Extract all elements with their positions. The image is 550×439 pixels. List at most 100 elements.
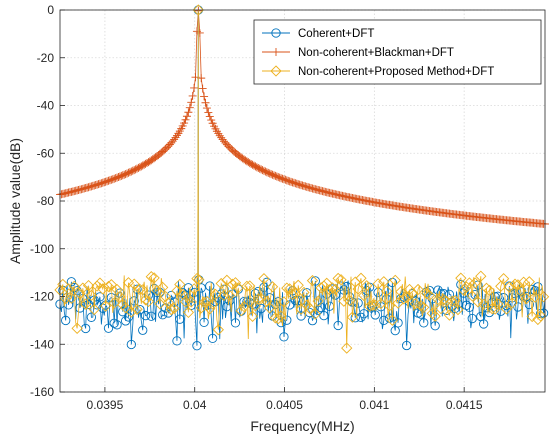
data-point (201, 98, 210, 107)
x-tick-label: 0.041 (359, 398, 389, 412)
data-point (501, 300, 512, 311)
data-point (183, 283, 194, 293)
data-point (338, 295, 350, 307)
data-point (166, 290, 176, 301)
data-point (500, 303, 513, 315)
data-point (195, 302, 207, 314)
data-point (443, 309, 456, 321)
data-point (105, 279, 117, 291)
x-axis-label: Frequency(MHz) (250, 418, 354, 434)
data-point (412, 283, 424, 296)
data-point (464, 302, 475, 312)
data-point (472, 296, 484, 308)
data-point (359, 309, 369, 319)
y-tick-label: -100 (30, 242, 54, 256)
data-point (470, 290, 480, 300)
data-point (480, 282, 493, 294)
data-point (386, 314, 399, 326)
data-point (94, 277, 106, 289)
data-point (182, 112, 191, 121)
data-point (72, 286, 82, 296)
data-point (80, 298, 92, 310)
data-point (126, 339, 136, 350)
data-point (215, 277, 227, 290)
data-point (526, 310, 538, 323)
data-point (207, 116, 216, 125)
data-point (252, 293, 264, 305)
data-point (129, 296, 139, 306)
data-point (389, 274, 401, 287)
data-point (440, 295, 453, 307)
data-point (60, 292, 72, 305)
data-point (286, 288, 299, 301)
data-point (483, 284, 496, 297)
data-point (137, 284, 149, 296)
data-point (497, 273, 510, 285)
data-point (181, 115, 190, 124)
data-point (461, 300, 472, 310)
data-point (71, 322, 83, 334)
data-point (214, 129, 223, 138)
data-point (131, 303, 143, 315)
y-tick-label: -80 (37, 194, 55, 208)
data-point (152, 287, 162, 297)
data-point (190, 83, 199, 92)
data-point (419, 318, 429, 328)
data-point (466, 290, 478, 302)
data-point (309, 308, 321, 320)
data-point (275, 310, 287, 322)
data-point (358, 289, 370, 302)
data-point (329, 283, 341, 295)
series-1 (56, 6, 549, 229)
data-point (532, 313, 544, 326)
data-point (463, 277, 476, 289)
data-point (179, 296, 192, 308)
data-point (537, 291, 550, 303)
data-point (284, 283, 296, 295)
data-point (489, 303, 501, 315)
data-point (479, 319, 489, 329)
x-tick-label: 0.04 (183, 398, 207, 412)
data-point (343, 294, 356, 307)
data-point (378, 276, 390, 288)
data-point (438, 293, 450, 306)
data-point (355, 272, 367, 284)
data-point (204, 108, 213, 117)
data-point (103, 323, 114, 333)
data-point (495, 280, 507, 292)
y-tick-label: -40 (37, 99, 55, 113)
data-point (506, 297, 518, 309)
data-point (450, 303, 460, 313)
y-tick-label: -160 (30, 385, 54, 399)
data-point (363, 300, 376, 313)
data-point (393, 318, 403, 328)
data-point (138, 325, 148, 335)
data-point (292, 279, 304, 291)
data-point (109, 318, 119, 328)
data-point (171, 133, 180, 142)
legend-marker (271, 28, 281, 38)
data-point (188, 91, 197, 100)
data-point (460, 281, 473, 293)
data-point (140, 310, 151, 321)
data-point (172, 131, 181, 140)
data-point (323, 284, 336, 296)
data-point (191, 272, 203, 285)
data-point (139, 294, 152, 306)
data-point (529, 291, 541, 303)
data-point (175, 314, 185, 324)
data-point (346, 311, 359, 323)
data-point (135, 304, 145, 315)
data-point (195, 28, 204, 37)
data-point (108, 297, 120, 309)
data-point (230, 318, 241, 328)
data-point (409, 298, 421, 310)
data-point (429, 310, 441, 322)
data-point (212, 324, 224, 336)
data-point (517, 276, 530, 288)
data-point (279, 332, 289, 342)
data-point (306, 274, 319, 287)
data-point (128, 278, 140, 290)
data-point (204, 303, 216, 315)
